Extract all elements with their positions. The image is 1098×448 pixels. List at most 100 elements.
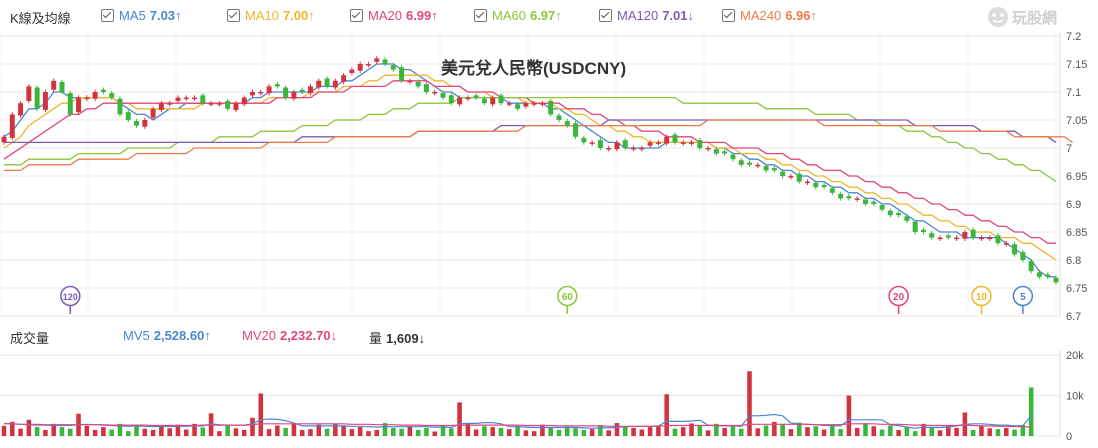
candle [755,164,761,167]
volume-bar [266,429,272,436]
ma20-checkbox-icon[interactable] [350,9,363,22]
volume-bar [921,423,926,436]
ma20-arrow: ↑ [431,8,438,23]
mv20-value: 2,232.70 [279,328,331,343]
candle [838,193,844,199]
candle [150,108,156,118]
ma-line-ma240 [4,119,1073,172]
candle [747,162,752,165]
volume-bar [34,427,40,436]
candle [225,100,231,109]
candle [51,80,57,90]
volume-bar [564,426,570,436]
candle [399,67,405,81]
volume-bar [970,429,976,436]
volume-bar [805,427,810,436]
volume-bar [341,425,346,436]
candle [1,136,7,143]
candle [962,232,968,239]
volume-bar [871,426,877,436]
ma5-toggle[interactable]: MA5 7.03↑ [101,8,182,23]
candle [904,216,910,221]
volume-bar [995,429,1001,436]
volume-bar [780,423,785,436]
ma240-checkbox-icon[interactable] [722,9,735,22]
volume-bar [10,421,15,436]
volume-bar [299,429,305,436]
candle [862,199,868,204]
candle [705,148,711,150]
candle [548,100,554,115]
volume-bar [531,431,537,436]
candle [589,142,595,144]
volume-bar [937,430,943,436]
candle [523,103,529,107]
candle [912,221,918,232]
volume-bar [507,429,512,436]
candle [713,149,719,154]
ma20-toggle[interactable]: MA20 6.99↑ [350,8,438,23]
price-tick-label: 6.7 [1066,311,1081,322]
candle [266,86,272,94]
volume-bar [473,429,479,436]
candle [341,75,347,82]
candle [854,198,860,200]
ma60-toggle[interactable]: MA60 6.97↑ [474,8,562,23]
candle [250,92,255,96]
ma120-key: MA120 [617,8,659,23]
candle [771,168,777,171]
ma240-value: 6.96 [785,8,811,23]
watermark-logo: 玩股網 [988,7,1057,27]
price-tick-label: 6.75 [1066,283,1087,295]
candle [316,80,322,88]
volume-bar [465,423,471,436]
candle [639,148,645,150]
ma-line-ma10 [3,74,1057,261]
price-tick-label: 7 [1066,143,1072,155]
ma10-toggle[interactable]: MA10 7.00↑ [227,8,315,23]
candle [970,229,976,238]
volume-bar [523,430,529,436]
candle [573,123,579,137]
ma10-checkbox-icon[interactable] [227,9,240,22]
candle [34,87,40,109]
volume-bar [929,427,935,436]
candle [805,181,810,184]
candle [606,148,612,150]
volume-bar [979,426,984,436]
candle [390,65,396,70]
volume-bar [879,429,885,436]
ma60-checkbox-icon[interactable] [474,9,487,22]
watermark-text: 玩股網 [1012,9,1057,27]
volume-bar [548,427,553,436]
candle [233,103,239,110]
candle [680,142,686,144]
candle [92,92,98,99]
volume-bar [101,427,106,436]
volume-bar [556,429,562,436]
ma5-checkbox-icon[interactable] [101,9,114,22]
volume-bar [67,428,73,436]
volume-line-mv5 [3,413,1032,429]
candle [142,120,148,127]
volume-bar [150,429,156,436]
price-chart: 7.2 7.15 7.1 7.05 7 6.95 6.9 6.85 6.8 6.75 6.7 120… [0,32,1087,322]
candle [1028,261,1034,272]
volume-bar [540,424,545,436]
ma240-toggle[interactable]: MA240 6.96↑ [722,8,817,23]
mv5-legend: MV5 2,528.60↑ [123,328,211,343]
ma120-toggle[interactable]: MA120 7.01↓ [599,8,694,23]
mv5-arrow: ↑ [204,328,211,343]
ma10-key: MA10 [245,8,279,23]
volume-bar [838,429,843,436]
marker-circle [60,285,81,307]
volume-bar [705,430,711,436]
volume-bar [308,429,313,436]
ma120-checkbox-icon[interactable] [599,9,612,22]
ma10-marker: 10 [971,285,992,314]
candle [332,80,338,88]
candle [1053,277,1059,283]
mv20-arrow: ↓ [330,328,338,343]
candles [1,56,1059,285]
ma5-arrow: ↑ [175,8,182,23]
